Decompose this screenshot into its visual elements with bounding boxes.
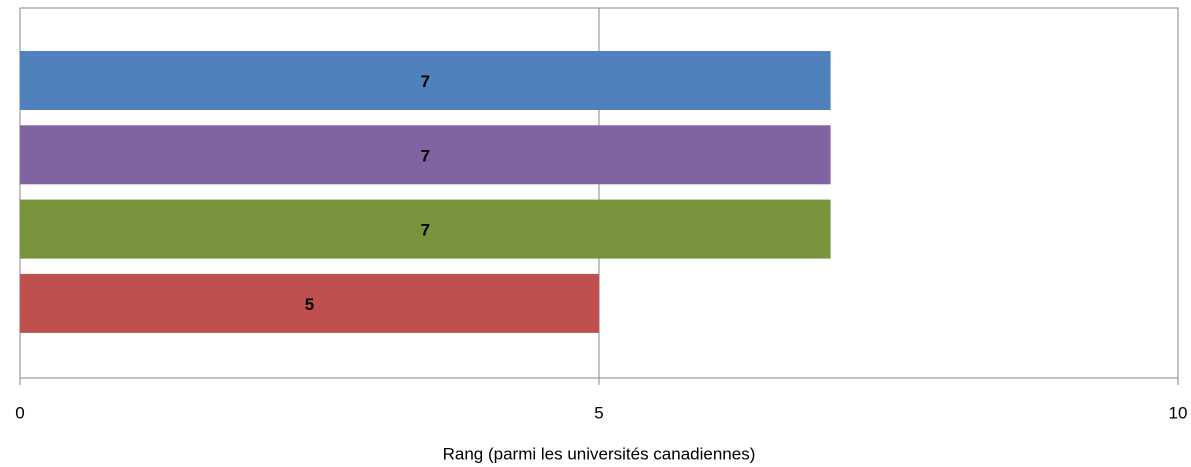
bar bbox=[20, 51, 831, 110]
data-label: 7 bbox=[421, 221, 430, 240]
bar bbox=[20, 273, 599, 333]
bar bbox=[20, 199, 831, 259]
x-tick-label: 10 bbox=[1169, 403, 1188, 422]
data-label: 5 bbox=[305, 295, 314, 314]
bar bbox=[20, 125, 831, 185]
data-label: 7 bbox=[421, 146, 430, 165]
x-axis-label: Rang (parmi les universités canadiennes) bbox=[443, 444, 756, 463]
x-tick-label: 5 bbox=[594, 403, 603, 422]
x-tick-label: 0 bbox=[15, 403, 24, 422]
data-label: 7 bbox=[421, 72, 430, 91]
